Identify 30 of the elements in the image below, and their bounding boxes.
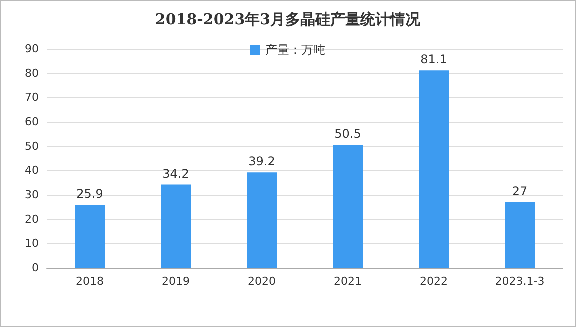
y-tick-label: 50 (25, 140, 39, 153)
y-tick-label: 80 (25, 66, 39, 80)
y-tick-label: 60 (25, 116, 39, 128)
data-label: 39.2 (248, 154, 276, 169)
y-tick-label: 30 (25, 188, 39, 202)
bar (161, 184, 191, 268)
bar (75, 204, 105, 268)
x-tick-label: 2020 (248, 275, 276, 288)
data-label: 25.9 (76, 186, 104, 201)
chart-title: 2018-2023年3月多晶硅产量统计情况 (155, 10, 422, 28)
y-tick-label: 20 (25, 212, 39, 226)
bar (419, 70, 449, 268)
data-label: 50.5 (334, 127, 362, 142)
x-tick-label: 2023.1-3 (495, 275, 545, 288)
y-tick-label: 40 (25, 164, 39, 178)
bar (505, 202, 535, 268)
data-label: 27 (512, 184, 528, 198)
x-tick-label: 2022 (420, 275, 448, 288)
data-label: 34.2 (162, 166, 190, 181)
bar (247, 172, 277, 268)
x-tick-label: 2021 (334, 275, 362, 288)
y-tick-label: 70 (25, 91, 39, 104)
y-tick-label: 0 (32, 262, 39, 274)
bar (333, 145, 363, 268)
data-label: 81.1 (420, 52, 448, 67)
legend-label: 产量：万吨 (266, 43, 326, 57)
y-tick-label: 90 (25, 42, 39, 56)
y-tick-label: 10 (25, 237, 39, 250)
x-tick-label: 2019 (162, 275, 190, 288)
x-tick-label: 2018 (76, 275, 104, 288)
